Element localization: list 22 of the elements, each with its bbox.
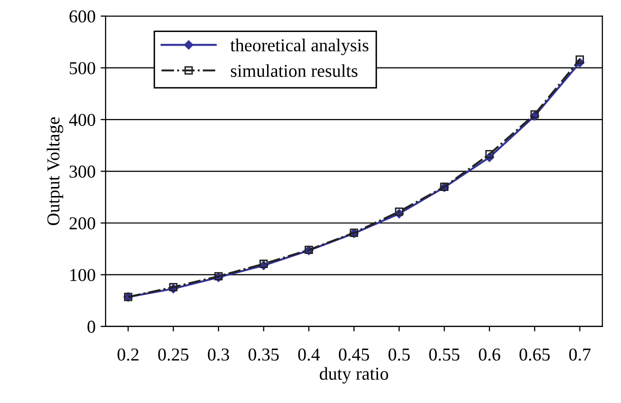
y-tick-label: 0 (88, 320, 96, 333)
x-tick-label: 0.2 (118, 348, 138, 361)
y-tick-label: 400 (69, 114, 96, 126)
y-axis-title: Output Voltage (46, 117, 64, 226)
x-tick-label: 0.45 (338, 348, 370, 361)
y-tick-label: 500 (70, 62, 96, 74)
y-tick-label: 300 (70, 166, 96, 178)
x-tick-label: 0.55 (429, 348, 460, 361)
x-tick-label: 0.5 (388, 348, 410, 361)
y-tick-label: 100 (70, 268, 96, 282)
x-tick-label: 0.3 (208, 348, 230, 361)
x-tick-label: 0.65 (520, 348, 550, 361)
y-tick-label: 200 (70, 217, 96, 230)
x-tick-label: 0.7 (569, 348, 591, 361)
x-tick-label: 0.4 (298, 348, 320, 361)
x-tick-label: 0.6 (478, 348, 500, 361)
x-tick-label: 0.35 (248, 348, 279, 361)
legend-label: theoretical analysis (230, 38, 368, 56)
x-axis-title: duty ratio (320, 367, 388, 384)
x-tick-label: 0.25 (158, 348, 188, 361)
legend-label: simulation results (230, 64, 358, 77)
y-tick-label: 600 (70, 10, 96, 23)
